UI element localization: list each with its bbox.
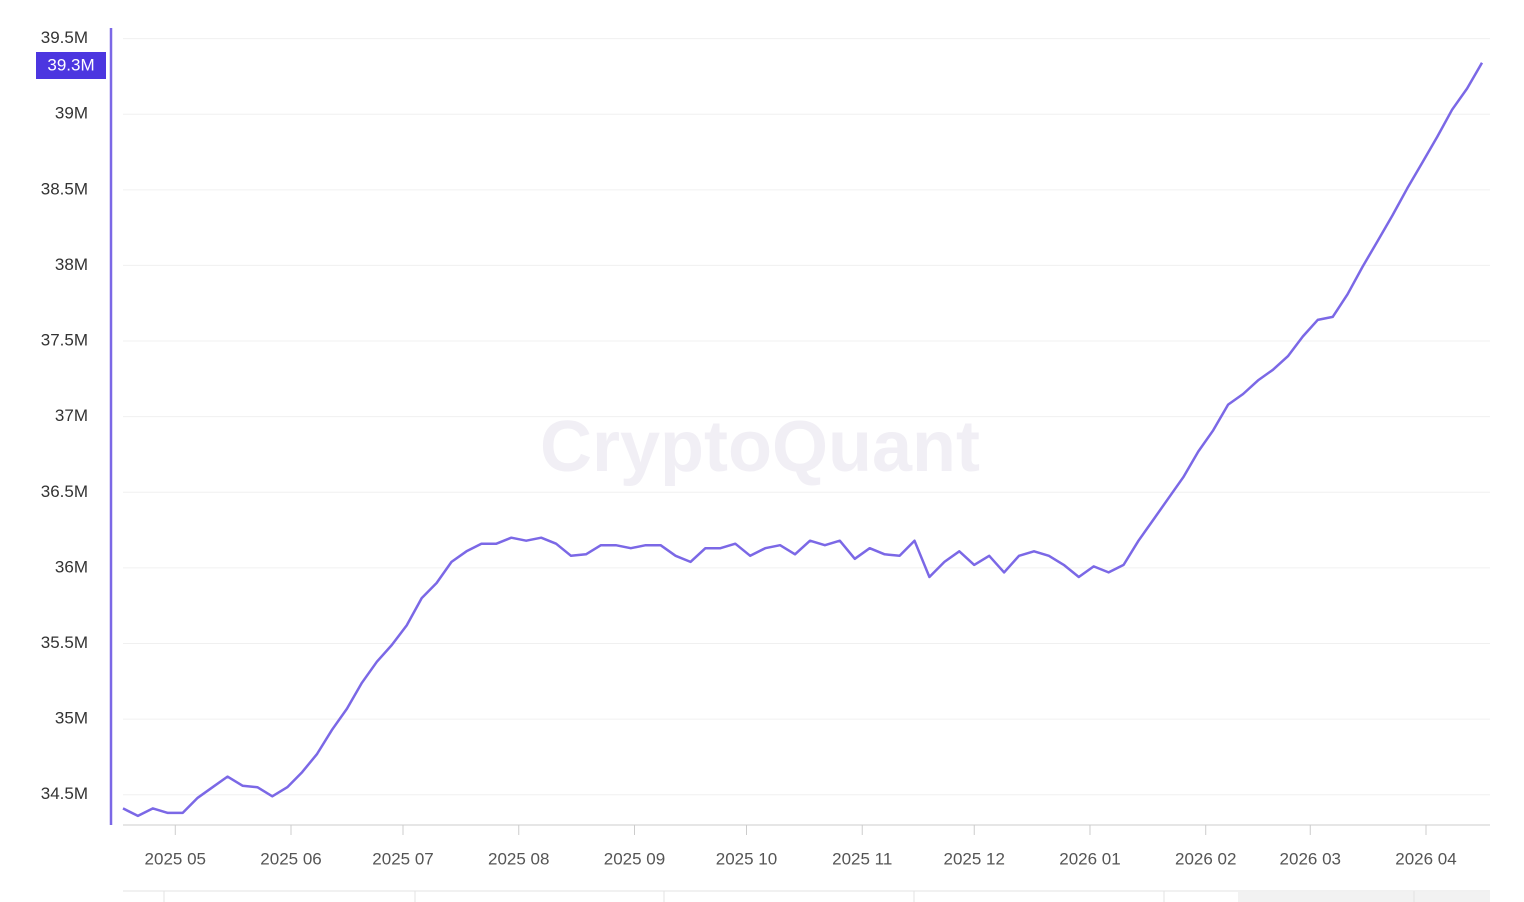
data-line [122, 62, 1484, 818]
y-tick-label: 37M [55, 406, 88, 425]
x-tick-label: 2025 11 [832, 849, 892, 868]
x-tick-label: 2026 01 [1059, 849, 1120, 868]
x-tick-label: 2025 08 [488, 849, 549, 868]
x-tick-label: 2026 02 [1175, 849, 1236, 868]
x-tick-label: 2025 05 [145, 849, 206, 868]
y-tick-label: 37.5M [41, 331, 88, 350]
y-tick-label: 35.5M [41, 633, 88, 652]
y-tick-label: 34.5M [41, 784, 88, 803]
y-tick-label: 35M [55, 709, 88, 728]
current-value-label: 39.3M [47, 55, 94, 74]
y-tick-label: 38.5M [41, 179, 88, 198]
navigator-dividers [163, 891, 1415, 902]
watermark: CryptoQuant [540, 407, 980, 487]
x-tick-label: 2026 04 [1395, 849, 1456, 868]
x-tick-label: 2025 10 [716, 849, 777, 868]
x-tick-label: 2025 12 [944, 849, 1005, 868]
x-tick-label: 2025 09 [604, 849, 665, 868]
y-tick-label: 39M [55, 104, 88, 123]
navigator-window[interactable] [1238, 892, 1490, 902]
y-tick-label: 39.5M [41, 28, 88, 47]
y-tick-label: 36.5M [41, 482, 88, 501]
y-tick-label: 38M [55, 255, 88, 274]
y-tick-label: 36M [55, 557, 88, 576]
x-tick-label: 2025 07 [372, 849, 433, 868]
current-value-badge [36, 52, 106, 79]
x-tick-label: 2026 03 [1280, 849, 1341, 868]
x-tick-label: 2025 06 [260, 849, 321, 868]
